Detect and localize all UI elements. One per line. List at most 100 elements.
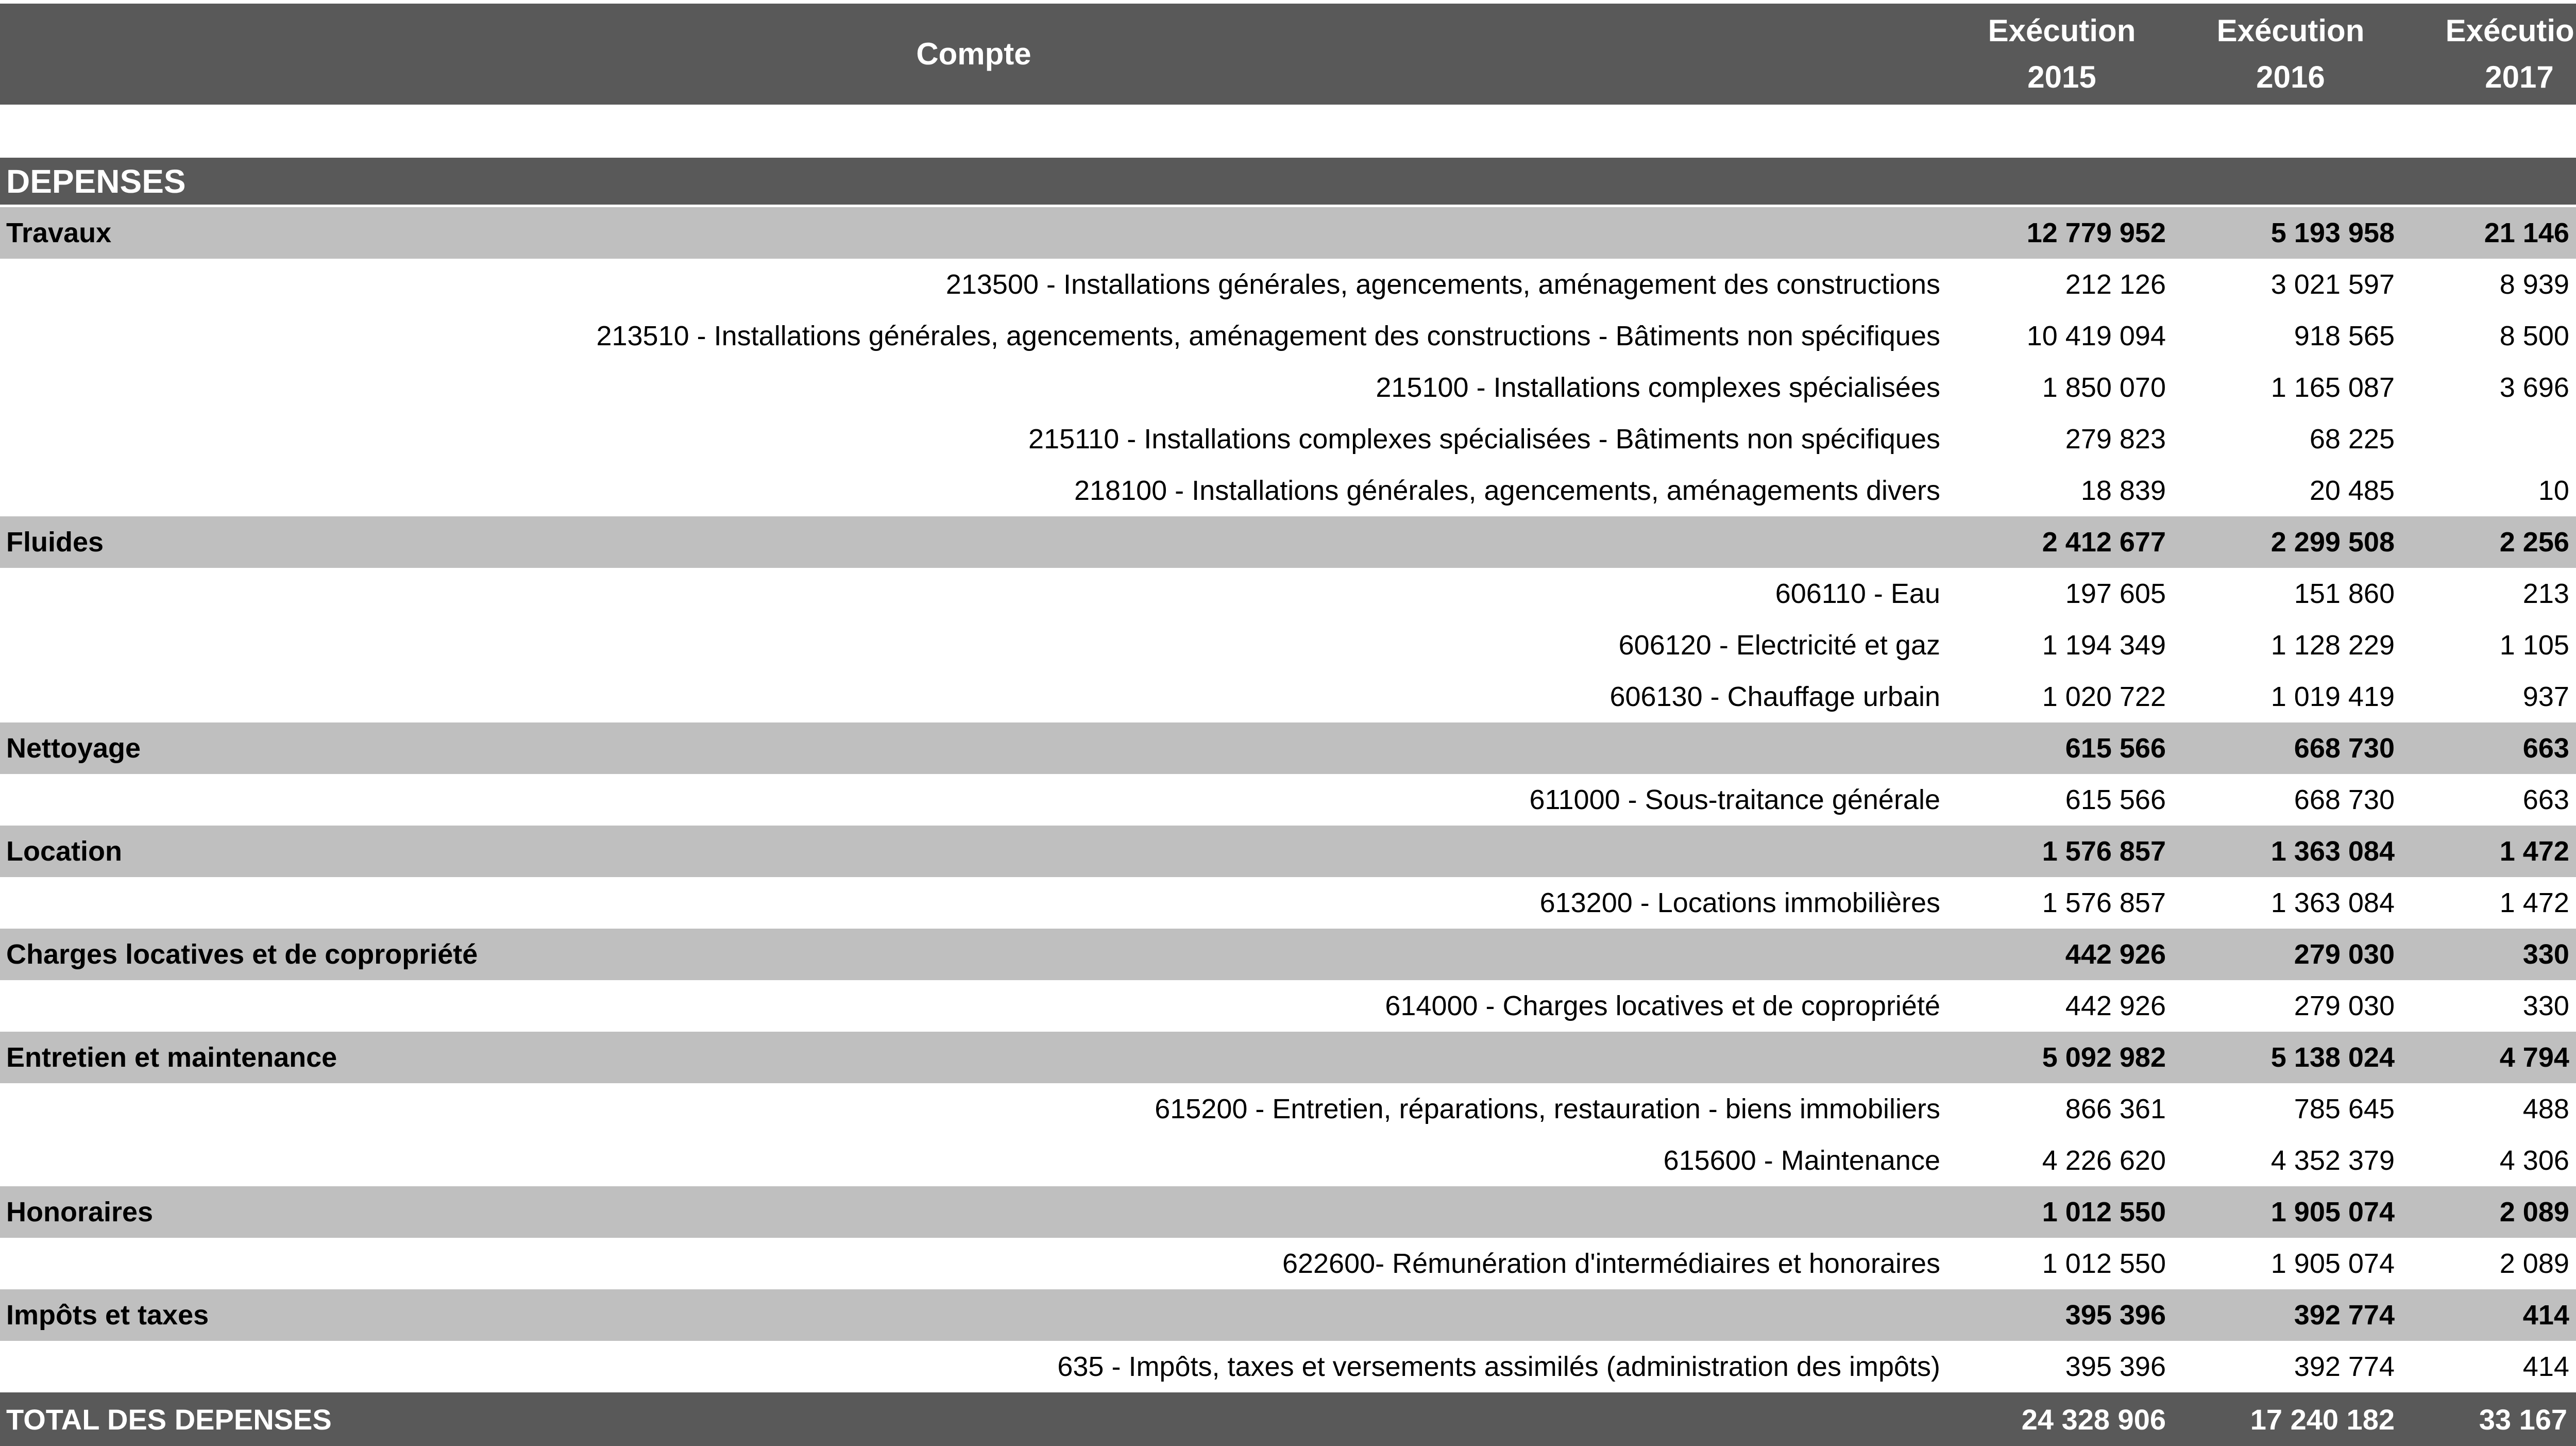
row-label: Honoraires bbox=[0, 1186, 1947, 1238]
row-label: 614000 - Charges locatives et de copropr… bbox=[0, 980, 1947, 1032]
spacer-row bbox=[0, 105, 2576, 158]
row-label: 215110 - Installations complexes spécial… bbox=[0, 413, 1947, 465]
spacer-cell bbox=[0, 105, 2576, 158]
row-label: 622600- Rémunération d'intermédiaires et… bbox=[0, 1238, 1947, 1289]
column-header-compte: Compte bbox=[0, 4, 1947, 105]
value-cell: 1 128 229 bbox=[2176, 619, 2405, 671]
value-cell: 668 730 bbox=[2176, 722, 2405, 774]
row-label: TOTAL DES DEPENSES bbox=[0, 1392, 1947, 1446]
value-cell: 2 299 508 bbox=[2176, 516, 2405, 568]
value-cell: 1 105 334 bbox=[2405, 619, 2576, 671]
value-cell: 785 645 bbox=[2176, 1083, 2405, 1135]
value-cell: 197 605 bbox=[1947, 568, 2176, 619]
value-cell: 1 472 256 bbox=[2405, 877, 2576, 929]
table-row-sub: 613200 - Locations immobilières 1 576 857… bbox=[0, 877, 2576, 929]
value-cell: 392 774 bbox=[2176, 1289, 2405, 1341]
table-row-section: DEPENSES bbox=[0, 158, 2576, 207]
value-cell: 2 412 677 bbox=[1947, 516, 2176, 568]
row-label: 213500 - Installations générales, agence… bbox=[0, 259, 1947, 310]
row-label: 606130 - Chauffage urbain bbox=[0, 671, 1947, 722]
value-cell: 1 165 087 bbox=[2176, 362, 2405, 413]
value-cell bbox=[1947, 158, 2176, 207]
value-cell: 615 566 bbox=[1947, 722, 2176, 774]
value-cell: 330 856 bbox=[2405, 980, 2576, 1032]
row-label: 615200 - Entretien, réparations, restaur… bbox=[0, 1083, 1947, 1135]
value-cell: 1 019 419 bbox=[2176, 671, 2405, 722]
value-cell: 414 256 bbox=[2405, 1289, 2576, 1341]
value-cell: 2 089 525 bbox=[2405, 1238, 2576, 1289]
table-row-sub: 614000 - Charges locatives et de copropr… bbox=[0, 980, 2576, 1032]
value-cell: 24 328 906 bbox=[1947, 1392, 2176, 1446]
row-label: Travaux bbox=[0, 206, 1947, 259]
table-row-group: Charges locatives et de copropriété 442 9… bbox=[0, 929, 2576, 980]
value-cell: 918 565 bbox=[2176, 310, 2405, 362]
row-label: Charges locatives et de copropriété bbox=[0, 929, 1947, 980]
value-cell: 2 089 525 bbox=[2405, 1186, 2576, 1238]
row-label: 613200 - Locations immobilières bbox=[0, 877, 1947, 929]
value-cell: 33 167 684 bbox=[2405, 1392, 2576, 1446]
value-cell: 18 839 bbox=[1947, 465, 2176, 516]
table-header-row: Compte Exécution 2015 Exécution 2016 Exé… bbox=[0, 4, 2576, 105]
value-cell: 668 730 bbox=[2176, 774, 2405, 826]
value-cell: 8 939 380 bbox=[2405, 259, 2576, 310]
row-label: Impôts et taxes bbox=[0, 1289, 1947, 1341]
table-row-sub: 615600 - Maintenance 4 226 620 4 352 379 4 … bbox=[0, 1135, 2576, 1186]
table-row-total: TOTAL DES DEPENSES 24 328 906 17 240 182 33… bbox=[0, 1392, 2576, 1446]
table-row-sub: 213510 - Installations générales, agence… bbox=[0, 310, 2576, 362]
value-cell: 1 905 074 bbox=[2176, 1238, 2405, 1289]
value-cell: 1 020 722 bbox=[1947, 671, 2176, 722]
table-row-sub: 606120 - Electricité et gaz 1 194 349 1 12… bbox=[0, 619, 2576, 671]
row-label: 606110 - Eau bbox=[0, 568, 1947, 619]
value-cell: 8 500 104 bbox=[2405, 310, 2576, 362]
value-cell: 1 012 550 bbox=[1947, 1186, 2176, 1238]
value-cell: 20 485 bbox=[2176, 465, 2405, 516]
column-header-execution-2017: Exécution 2017 bbox=[2405, 4, 2576, 105]
value-cell: 395 396 bbox=[1947, 1289, 2176, 1341]
value-cell: 4 794 450 bbox=[2405, 1032, 2576, 1083]
value-cell: 21 146 228 bbox=[2405, 206, 2576, 259]
value-cell: 2 256 346 bbox=[2405, 516, 2576, 568]
column-header-execution-2015: Exécution 2015 bbox=[1947, 4, 2176, 105]
value-cell: 392 774 bbox=[2176, 1341, 2405, 1392]
row-label: 611000 - Sous-traitance générale bbox=[0, 774, 1947, 826]
value-cell: 442 926 bbox=[1947, 929, 2176, 980]
value-cell: 279 030 bbox=[2176, 929, 2405, 980]
table-row-sub: 213500 - Installations générales, agence… bbox=[0, 259, 2576, 310]
value-cell: 1 363 084 bbox=[2176, 877, 2405, 929]
row-label: 213510 - Installations générales, agence… bbox=[0, 310, 1947, 362]
row-label: 218100 - Installations générales, agence… bbox=[0, 465, 1947, 516]
value-cell: 330 856 bbox=[2405, 929, 2576, 980]
table-row-sub: 606130 - Chauffage urbain 1 020 722 1 019 … bbox=[0, 671, 2576, 722]
value-cell: 10 419 094 bbox=[1947, 310, 2176, 362]
value-cell: 663 768 bbox=[2405, 774, 2576, 826]
value-cell: 10 380 bbox=[2405, 465, 2576, 516]
row-label: 215100 - Installations complexes spécial… bbox=[0, 362, 1947, 413]
value-cell: 488 261 bbox=[2405, 1083, 2576, 1135]
row-label: Nettoyage bbox=[0, 722, 1947, 774]
value-cell bbox=[2176, 158, 2405, 207]
value-cell: 5 193 958 bbox=[2176, 206, 2405, 259]
row-label: Fluides bbox=[0, 516, 1947, 568]
value-cell: 3 021 597 bbox=[2176, 259, 2405, 310]
value-cell: 213 177 bbox=[2405, 568, 2576, 619]
value-cell: 12 779 952 bbox=[1947, 206, 2176, 259]
value-cell: 1 012 550 bbox=[1947, 1238, 2176, 1289]
value-cell: 1 194 349 bbox=[1947, 619, 2176, 671]
value-cell: 17 240 182 bbox=[2176, 1392, 2405, 1446]
table-row-sub: 218100 - Installations générales, agence… bbox=[0, 465, 2576, 516]
value-cell: 1 576 857 bbox=[1947, 877, 2176, 929]
value-cell: 163 bbox=[2405, 413, 2576, 465]
row-label: DEPENSES bbox=[0, 158, 1947, 207]
value-cell: 442 926 bbox=[1947, 980, 2176, 1032]
value-cell: 1 905 074 bbox=[2176, 1186, 2405, 1238]
row-label: Location bbox=[0, 826, 1947, 877]
value-cell: 4 352 379 bbox=[2176, 1135, 2405, 1186]
top-margin bbox=[0, 0, 2576, 4]
value-cell: 663 768 bbox=[2405, 722, 2576, 774]
value-cell: 1 850 070 bbox=[1947, 362, 2176, 413]
